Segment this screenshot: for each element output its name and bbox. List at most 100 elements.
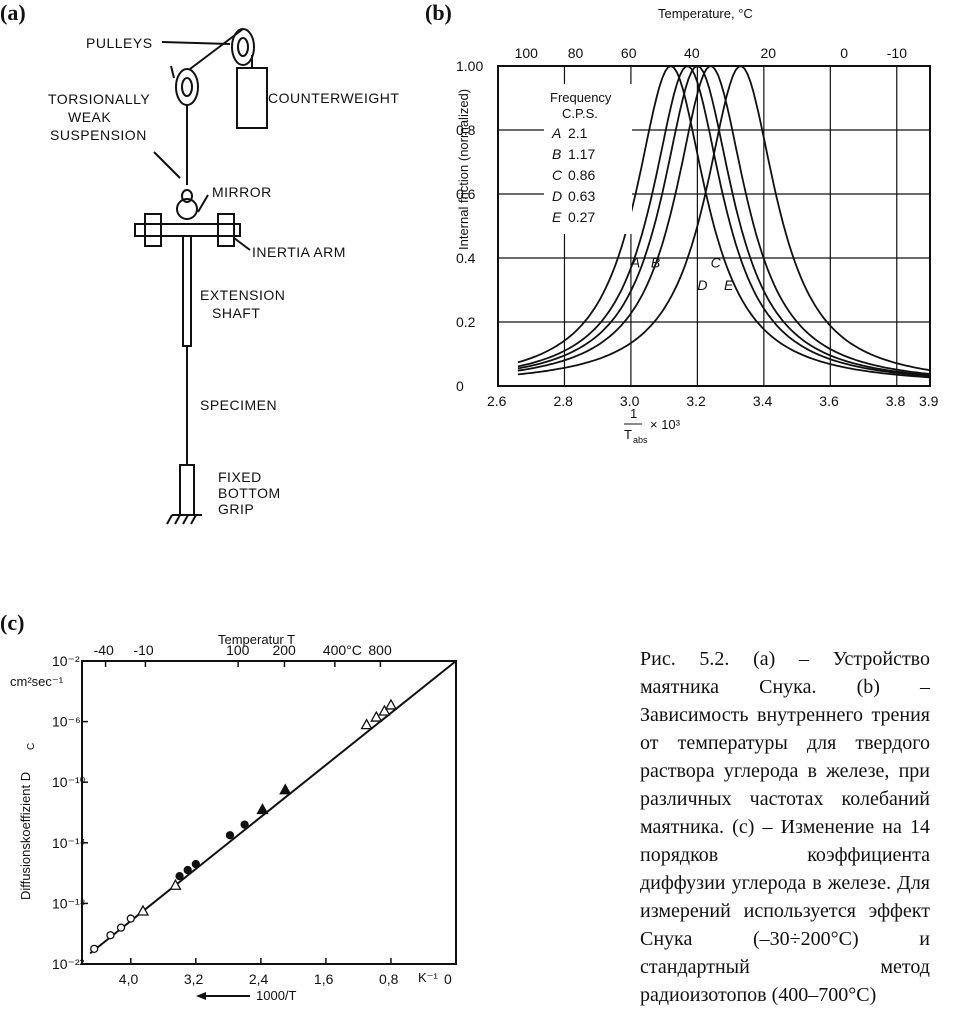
chart-b-curves [517,64,931,379]
legend-value: 0.27 [568,209,595,225]
curve-label: A [630,255,640,271]
label-grip-3: GRIP [218,501,254,517]
chart-c-y-label-sub: C [26,743,37,750]
data-point [378,704,391,716]
extension-shaft [182,235,192,347]
top-tick-label: 60 [621,45,637,61]
curve-E [517,65,931,376]
data-point [126,914,135,923]
data-point [360,718,373,730]
curve-label: E [724,277,734,293]
chart-c-y-unit: cm²sec⁻¹ [10,674,64,689]
chart-b-legend: A 2.1 B 1.17 C 0.86 D 0.63 E 0.27 [551,125,595,225]
legend-value: 1.17 [568,146,595,162]
curve-A [517,64,931,379]
top-tick-label: -10 [133,642,153,658]
data-point [225,831,235,840]
label-specimen: SPECIMEN [200,397,277,413]
x-tick-label: 3.8 [886,393,906,409]
curve-label: B [651,255,660,271]
x-tick-label: 2.8 [553,393,573,409]
y-tick-label: 10⁻¹⁸ [52,895,86,911]
top-tick-label: -40 [94,642,114,658]
top-tick-label: 80 [568,45,584,61]
y-tick-label: 0.6 [456,186,476,202]
legend-title-1: Frequency [550,90,612,105]
data-point [370,710,383,722]
label-extension-2: SHAFT [212,305,260,321]
curve-C [517,64,931,377]
curve-label: C [711,255,722,271]
x-tick-label: 3.2 [686,393,706,409]
x-tick-label: 3.4 [753,393,773,409]
label-extension-1: EXTENSION [200,287,285,303]
chart-c-top-ticks: -40 -10 100 200 400°C 800 [94,642,392,667]
data-point [175,871,184,881]
label-pulleys: PULLEYS [86,35,153,51]
label-suspension-2: WEAK [68,109,111,125]
data-point [116,923,126,932]
diffusion-chart: 4,0 3,2 2,4 1,6 0,8 0 10⁻² 10⁻⁶ 10⁻¹⁰ 10⁻¹⁴ 10⁻¹⁸… [10,632,457,1003]
top-tick-label: 20 [760,45,776,61]
label-suspension-1: TORSIONALLY [48,91,150,107]
fit-line [89,660,457,955]
chart-b-x-label-den: T [624,427,632,442]
counterweight-box [236,67,268,129]
chart-c-x-unit: K⁻¹ [418,970,439,985]
legend-title-2: C.P.S. [562,106,598,121]
chart-b-x-ticks: 2.6 2.8 3.0 3.2 3.4 3.6 3.8 3.9 [487,393,939,409]
legend-key: C [552,167,563,183]
inertia-arm [134,223,241,237]
y-tick-label: 0.8 [456,122,476,138]
chart-c-y-label: Diffusionskoeffizient D [18,772,33,900]
y-tick-label: 1.00 [456,58,483,74]
chart-b-curve-labels: A B CD E [630,255,734,293]
legend-value: 0.63 [568,188,595,204]
top-tick-label: 40 [684,45,700,61]
mirror [176,198,198,220]
chart-c-x-ticks: 4,0 3,2 2,4 1,6 0,8 0 [119,958,457,987]
chart-b-x-label-sub: abs [633,435,648,445]
legend-value: 0.86 [568,167,595,183]
x-tick-label: 4,0 [119,971,139,987]
top-tick-label: 200 [272,642,296,658]
chart-b-y-ticks: 1.00 0.8 0.6 0.4 0.2 0 [456,58,483,394]
y-tick-label: 10⁻² [52,653,80,669]
chart-c-fit-line [89,660,457,955]
legend-key: D [552,188,562,204]
figure-caption: Рис. 5.2. (а) – Устройство маятника Снук… [640,648,930,1006]
y-tick-label: 0.2 [456,314,476,330]
top-tick-label: -10 [887,45,907,61]
x-tick-label: 2,4 [249,971,269,987]
top-tick-label: 800 [368,642,392,658]
curve-D [517,65,931,375]
chart-c-x-label: 1000/T [256,988,297,1003]
y-tick-label: 10⁻¹⁴ [52,835,86,851]
legend-key: A [551,125,561,141]
curve-B [517,65,931,378]
chart-b-top-title: Temperature, °C [658,6,753,21]
y-tick-label: 10⁻²² [52,956,85,972]
panel-label-b: (b) [425,0,452,25]
label-inertia-arm: INERTIA ARM [252,244,346,260]
data-point [191,859,200,869]
left-pulley [175,68,199,106]
chart-c-points [90,698,398,954]
chart-b-x-label-num: 1 [630,406,637,421]
label-grip-2: BOTTOM [218,485,281,501]
data-point [384,698,398,710]
curve-label: D [697,277,707,293]
data-point [183,865,192,875]
label-suspension-3: SUSPENSION [50,127,147,143]
panel-label-c: (c) [0,610,25,635]
apparatus-diagram: PULLEYS COUNTERWEIGHT TORSIONALLY WEAK S… [48,28,399,525]
data-point [240,820,249,829]
x-tick-label: 0 [444,971,452,987]
data-point [279,783,292,795]
data-point [106,931,115,940]
chart-b-frame [497,65,931,387]
chart-c-frame [81,660,457,965]
x-tick-label: 3.0 [620,393,640,409]
x-tick-label: 3.9 [919,393,939,409]
x-tick-label: 3.6 [819,393,839,409]
